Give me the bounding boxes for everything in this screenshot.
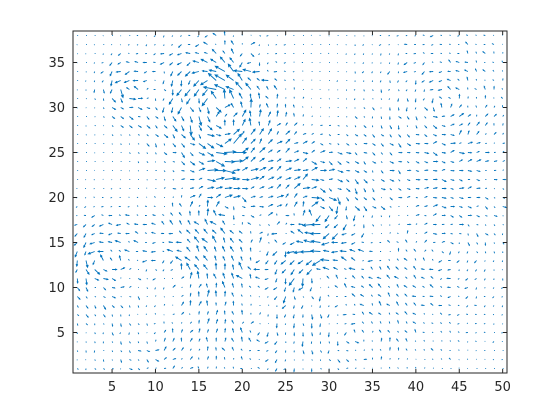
y-tick-label: 25 bbox=[48, 146, 65, 161]
quiver-arrows bbox=[73, 30, 507, 373]
y-tick-label: 35 bbox=[48, 56, 65, 71]
y-tick-label: 15 bbox=[48, 236, 65, 251]
y-tick-label: 10 bbox=[48, 281, 65, 296]
x-tick-label: 15 bbox=[191, 380, 208, 395]
plot-area-frame bbox=[72, 30, 508, 374]
x-tick-label: 20 bbox=[234, 380, 251, 395]
x-axis-ticks: 5 10 15 20 25 30 35 40 45 50 bbox=[108, 31, 511, 395]
x-tick-label: 5 bbox=[108, 380, 116, 395]
x-tick-label: 25 bbox=[277, 380, 294, 395]
y-tick-label: 30 bbox=[48, 101, 65, 116]
x-tick-label: 35 bbox=[364, 380, 381, 395]
x-tick-label: 30 bbox=[321, 380, 338, 395]
y-tick-label: 20 bbox=[48, 191, 65, 206]
quiver-layer bbox=[73, 30, 507, 373]
x-tick-label: 50 bbox=[494, 380, 511, 395]
x-tick-label: 10 bbox=[147, 380, 164, 395]
y-tick-label: 5 bbox=[57, 326, 65, 341]
x-tick-label: 40 bbox=[408, 380, 425, 395]
x-tick-label: 45 bbox=[451, 380, 468, 395]
y-axis-ticks: 5 10 15 20 25 30 35 bbox=[48, 56, 507, 341]
